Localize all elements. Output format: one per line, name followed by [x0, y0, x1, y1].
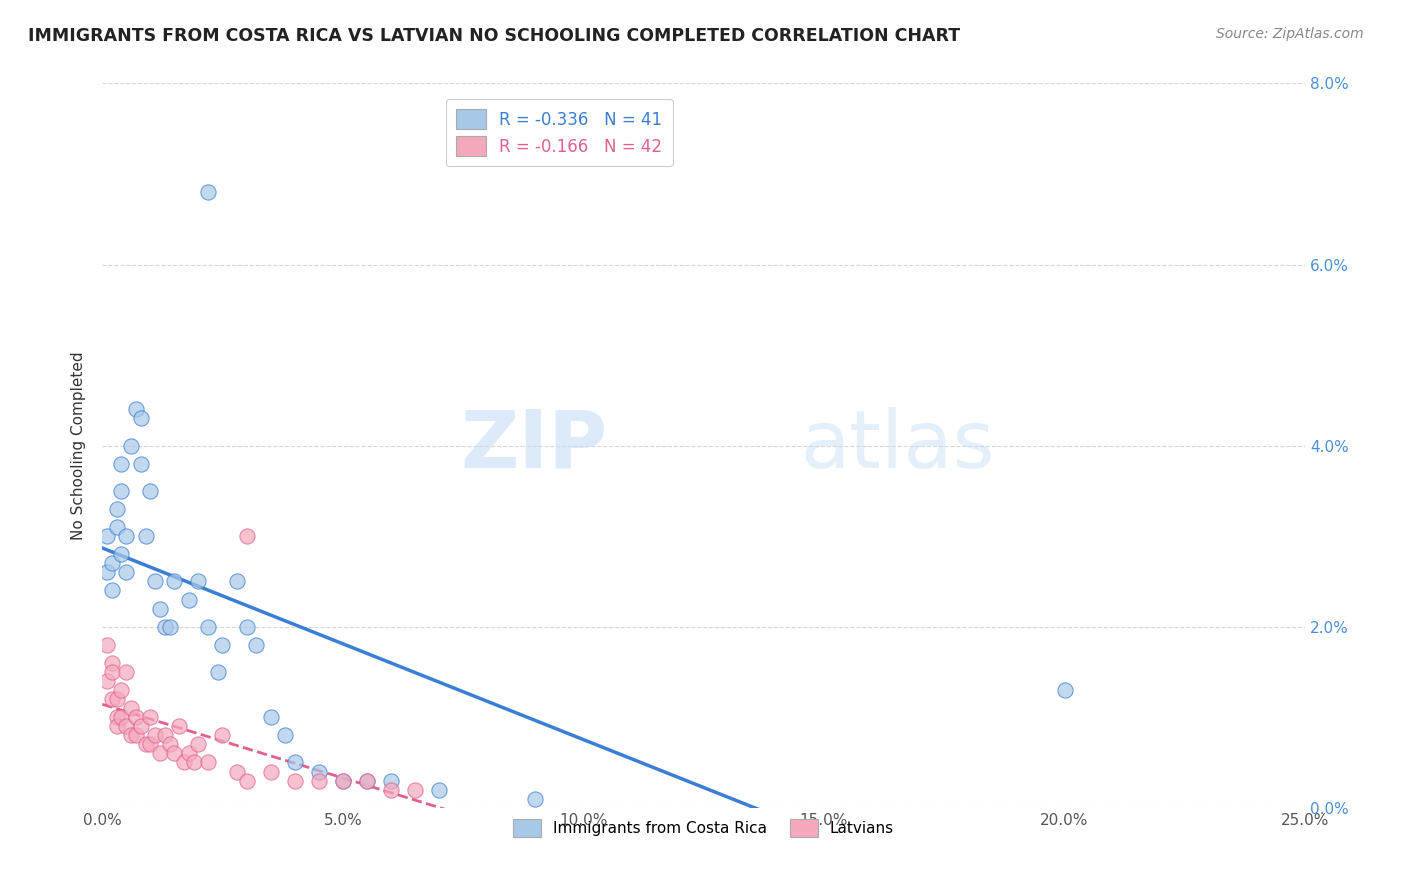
Point: [197, 756, 219, 770]
Point: [115, 719, 138, 733]
Point: [380, 782, 402, 797]
Point: [120, 439, 142, 453]
Point: [308, 764, 330, 779]
Point: [308, 773, 330, 788]
Point: [105, 692, 128, 706]
Point: [356, 773, 378, 788]
Text: atlas: atlas: [800, 407, 994, 484]
Point: [96, 638, 118, 652]
Point: [120, 701, 142, 715]
Point: [197, 185, 219, 199]
Point: [134, 529, 156, 543]
Point: [284, 773, 307, 788]
Point: [129, 719, 152, 733]
Point: [115, 665, 138, 679]
Point: [110, 683, 132, 698]
Point: [115, 566, 138, 580]
Text: IMMIGRANTS FROM COSTA RICA VS LATVIAN NO SCHOOLING COMPLETED CORRELATION CHART: IMMIGRANTS FROM COSTA RICA VS LATVIAN NO…: [28, 27, 960, 45]
Point: [129, 411, 152, 425]
Point: [110, 547, 132, 561]
Point: [207, 665, 229, 679]
Point: [163, 747, 186, 761]
Point: [139, 710, 162, 724]
Point: [105, 520, 128, 534]
Point: [110, 483, 132, 498]
Point: [187, 574, 209, 589]
Point: [134, 737, 156, 751]
Point: [380, 773, 402, 788]
Point: [105, 719, 128, 733]
Point: [110, 457, 132, 471]
Text: ZIP: ZIP: [460, 407, 607, 484]
Point: [235, 620, 257, 634]
Point: [115, 529, 138, 543]
Point: [125, 402, 148, 417]
Point: [259, 710, 281, 724]
Point: [96, 566, 118, 580]
Point: [197, 620, 219, 634]
Point: [163, 574, 186, 589]
Point: [159, 737, 181, 751]
Point: [284, 756, 307, 770]
Point: [110, 710, 132, 724]
Point: [153, 728, 176, 742]
Point: [173, 756, 195, 770]
Point: [226, 764, 249, 779]
Point: [1053, 683, 1076, 698]
Point: [524, 791, 547, 805]
Legend: Immigrants from Costa Rica, Latvians: Immigrants from Costa Rica, Latvians: [508, 813, 900, 844]
Point: [235, 773, 257, 788]
Point: [143, 728, 166, 742]
Point: [139, 483, 162, 498]
Point: [404, 782, 426, 797]
Point: [101, 583, 124, 598]
Point: [143, 574, 166, 589]
Point: [211, 638, 233, 652]
Point: [245, 638, 267, 652]
Point: [274, 728, 297, 742]
Point: [183, 756, 205, 770]
Point: [332, 773, 354, 788]
Point: [149, 747, 172, 761]
Point: [226, 574, 249, 589]
Y-axis label: No Schooling Completed: No Schooling Completed: [72, 351, 86, 540]
Point: [96, 673, 118, 688]
Point: [259, 764, 281, 779]
Point: [125, 728, 148, 742]
Point: [105, 502, 128, 516]
Point: [332, 773, 354, 788]
Point: [211, 728, 233, 742]
Point: [153, 620, 176, 634]
Point: [129, 457, 152, 471]
Point: [101, 692, 124, 706]
Point: [101, 656, 124, 670]
Point: [177, 592, 200, 607]
Point: [159, 620, 181, 634]
Point: [125, 710, 148, 724]
Text: Source: ZipAtlas.com: Source: ZipAtlas.com: [1216, 27, 1364, 41]
Point: [235, 529, 257, 543]
Point: [105, 710, 128, 724]
Point: [187, 737, 209, 751]
Point: [96, 529, 118, 543]
Point: [427, 782, 450, 797]
Point: [149, 601, 172, 615]
Point: [101, 665, 124, 679]
Point: [101, 556, 124, 570]
Point: [356, 773, 378, 788]
Point: [177, 747, 200, 761]
Point: [120, 728, 142, 742]
Point: [167, 719, 190, 733]
Point: [139, 737, 162, 751]
